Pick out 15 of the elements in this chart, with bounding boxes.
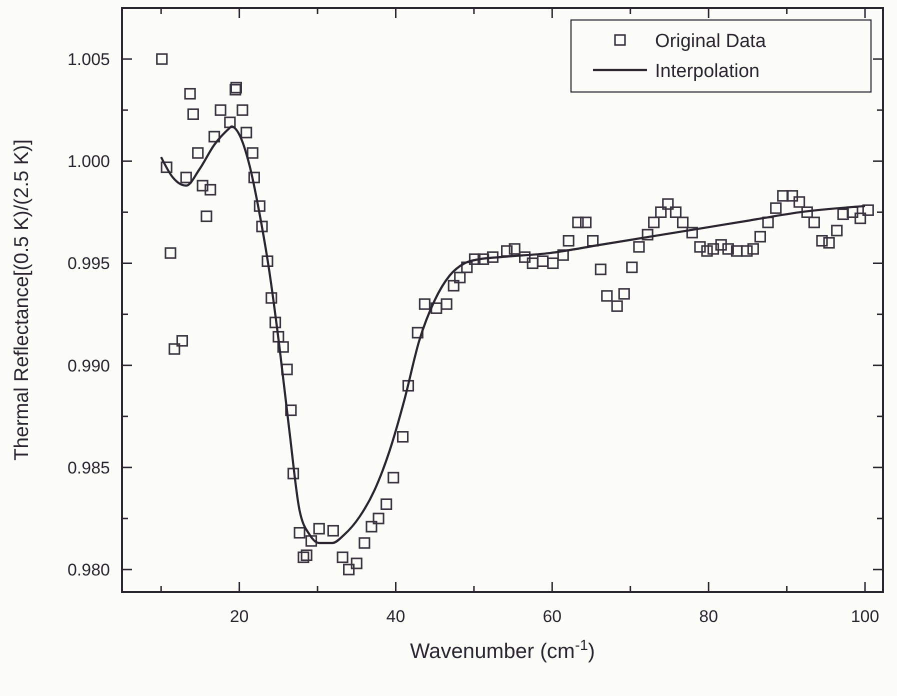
- x-tick-label: 100: [850, 607, 880, 626]
- legend-label: Original Data: [655, 31, 766, 52]
- x-tick-label: 60: [542, 607, 562, 626]
- y-tick-label: 1.005: [67, 50, 110, 70]
- y-tick-label: 0.985: [67, 458, 110, 478]
- x-tick-label: 20: [230, 607, 249, 626]
- y-tick-label: 0.980: [67, 560, 110, 580]
- y-axis-title: Thermal Reflectance[(0.5 K)/(2.5 K)]: [11, 139, 33, 461]
- y-tick-label: 1.000: [67, 152, 110, 172]
- x-tick-label: 40: [386, 607, 406, 626]
- y-tick-label: 0.995: [67, 254, 110, 274]
- legend-label: Interpolation: [655, 61, 760, 82]
- y-tick-label: 0.990: [67, 356, 110, 376]
- x-tick-label: 80: [699, 607, 718, 626]
- x-axis-title: Wavenumber (cm$^{-1}$): [410, 638, 595, 663]
